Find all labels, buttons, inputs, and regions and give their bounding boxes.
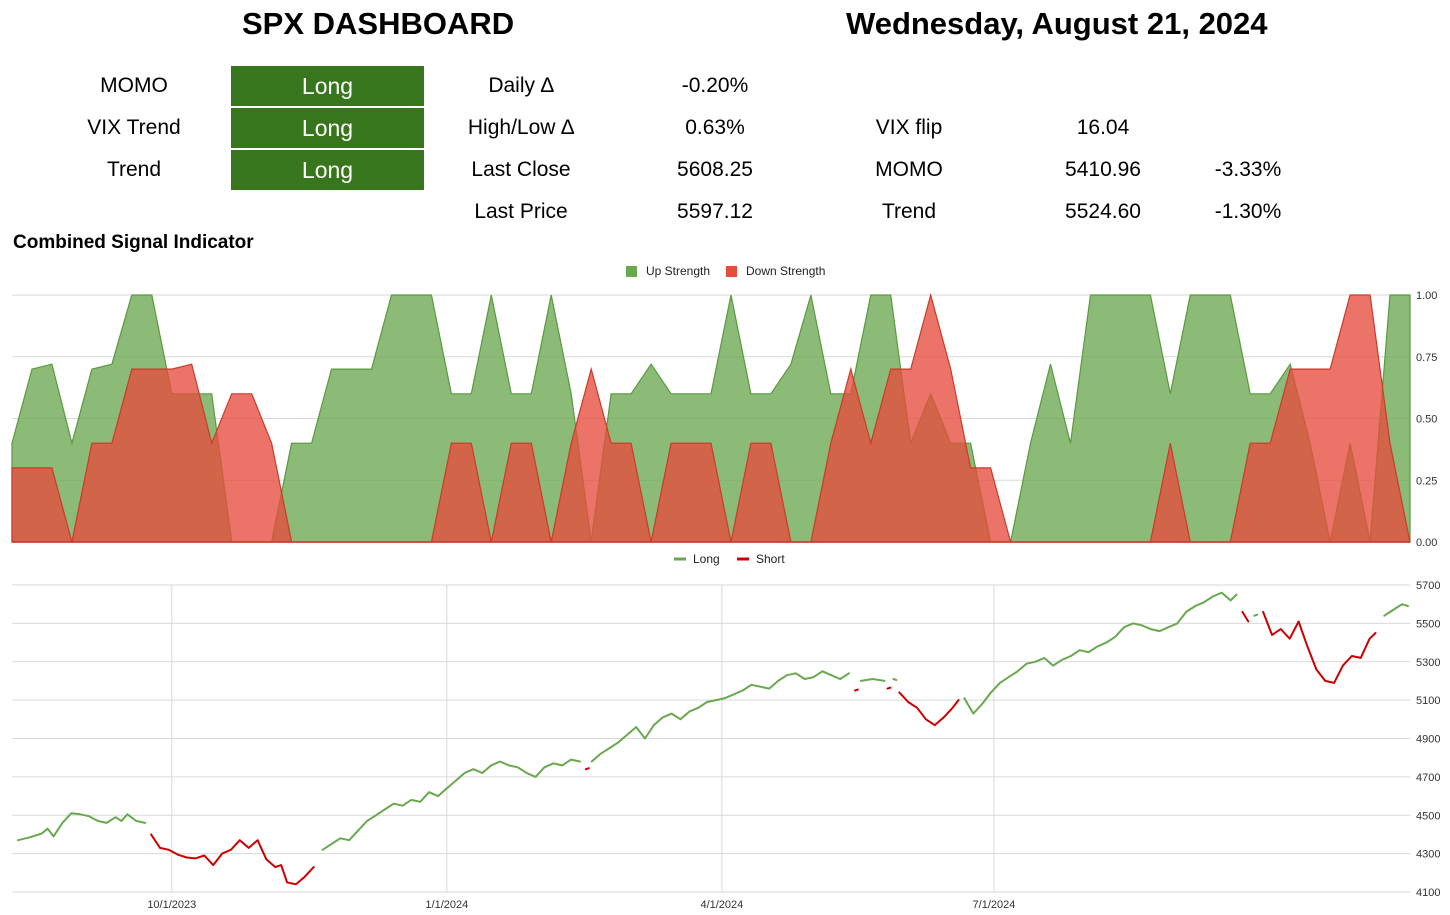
legend-long-label: Long — [693, 552, 720, 566]
legend-short-label: Short — [756, 552, 785, 566]
line-y-tick-label: 5100 — [1416, 695, 1440, 707]
dashboard-date: Wednesday, August 21, 2024 — [846, 6, 1268, 41]
signal-value-momo: Long — [231, 66, 424, 106]
line-y-tick-label: 4500 — [1416, 810, 1440, 822]
line-x-tick-label: 4/1/2024 — [700, 899, 743, 911]
area-y-tick-label: 0.50 — [1416, 414, 1437, 426]
signal-value-vix-trend: Long — [231, 108, 424, 148]
line-y-tick-label: 4300 — [1416, 849, 1440, 861]
line-x-tick-label: 7/1/2024 — [973, 899, 1016, 911]
signal-label-vix-trend: VIX Trend — [87, 116, 181, 139]
line-chart-legend: Long Short — [674, 552, 785, 566]
area-y-tick-label: 0.00 — [1416, 537, 1437, 549]
level-value-vix-flip: 16.04 — [1076, 116, 1130, 139]
level-value-momo: 5410.96 — [1065, 158, 1141, 181]
legend-down-swatch — [726, 266, 737, 277]
long-segment — [17, 812, 147, 842]
long-segment — [1253, 613, 1259, 617]
long-segment — [590, 670, 850, 763]
line-x-tick-label: 1/1/2024 — [425, 899, 468, 911]
combined-signal-chart: 1.00 0.75 0.50 0.25 0.00 Up Strength Down Str… — [11, 264, 1437, 549]
metric-value-high-low-delta: 0.63% — [685, 116, 745, 139]
line-y-tick-label: 4900 — [1416, 734, 1440, 746]
area-y-tick-label: 0.75 — [1416, 352, 1437, 364]
signal-label-momo: MOMO — [100, 74, 168, 97]
long-segment — [859, 678, 886, 682]
legend-up-swatch — [626, 266, 637, 277]
long-segment — [963, 591, 1238, 715]
short-segment — [584, 767, 590, 771]
short-segment — [150, 833, 315, 886]
long-segment — [1383, 603, 1409, 617]
long-segment — [892, 678, 898, 681]
dashboard-title: SPX DASHBOARD — [242, 6, 515, 41]
short-segment — [886, 686, 892, 690]
line-y-tick-label: 4700 — [1416, 772, 1440, 784]
level-value-trend: 5524.60 — [1065, 200, 1141, 223]
metric-label-high-low-delta: High/Low ∆ — [467, 116, 575, 139]
signal-value-trend: Long — [231, 150, 424, 190]
signal-label-trend: Trend — [106, 158, 162, 181]
level-label-momo: MOMO — [875, 158, 943, 181]
metric-value-last-price: 5597.12 — [677, 200, 753, 223]
short-segment — [854, 688, 859, 692]
area-y-tick-label: 0.25 — [1416, 475, 1437, 487]
area-chart-series — [11, 292, 1411, 543]
metric-value-last-close: 5608.25 — [677, 158, 753, 181]
metric-label-daily-delta: Daily ∆ — [488, 74, 554, 97]
line-y-tick-label: 4100 — [1416, 887, 1440, 899]
short-segment — [1241, 610, 1250, 623]
legend-down-label: Down Strength — [746, 264, 825, 278]
level-label-vix-flip: VIX flip — [875, 116, 943, 139]
level-pct-trend: -1.30% — [1214, 200, 1282, 223]
line-chart-x-ticks: 10/1/2023 1/1/2024 4/1/2024 7/1/2024 — [147, 899, 1015, 911]
line-chart-series — [17, 591, 1409, 886]
level-pct-momo: -3.33% — [1214, 158, 1282, 181]
area-chart-y-ticks: 1.00 0.75 0.50 0.25 0.00 — [1416, 290, 1437, 549]
line-chart-y-ticks: 5700 5500 5300 5100 4900 4700 4500 4300 4100 — [1416, 580, 1440, 899]
price-signal-chart: 5700 5500 5300 5100 4900 4700 4500 4300 4100 10/… — [12, 552, 1440, 911]
combined-signal-title: Combined Signal Indicator — [13, 232, 254, 253]
metric-label-last-price: Last Price — [474, 200, 568, 223]
line-x-tick-label: 10/1/2023 — [147, 899, 196, 911]
area-chart-legend: Up Strength Down Strength — [626, 264, 825, 278]
line-y-tick-label: 5700 — [1416, 580, 1440, 592]
metric-label-last-close: Last Close — [471, 158, 571, 181]
line-y-tick-label: 5300 — [1416, 657, 1440, 669]
metric-value-daily-delta: -0.20% — [681, 74, 749, 97]
level-label-trend: Trend — [881, 200, 937, 223]
area-y-tick-label: 1.00 — [1416, 290, 1437, 302]
long-segment — [321, 758, 581, 851]
legend-up-label: Up Strength — [646, 264, 710, 278]
line-y-tick-label: 5500 — [1416, 618, 1440, 630]
line-chart-grid — [12, 584, 1410, 893]
short-segment — [898, 691, 960, 727]
short-segment — [1262, 610, 1377, 684]
